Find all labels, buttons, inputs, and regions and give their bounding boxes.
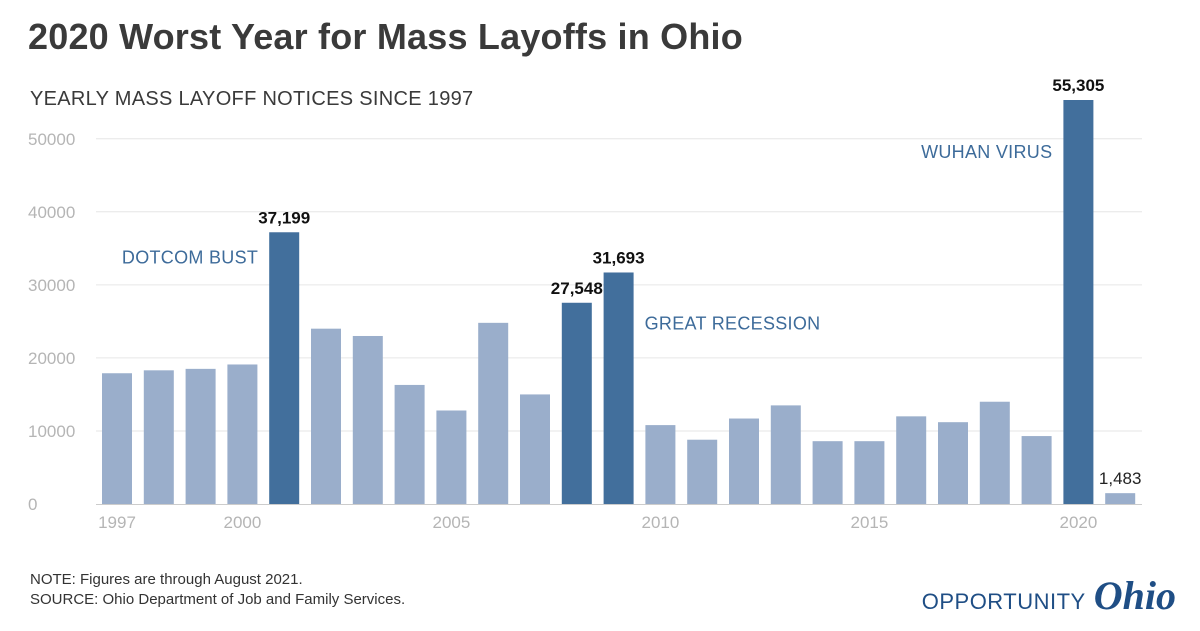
bar-1999 <box>185 368 216 504</box>
bar-2000 <box>227 364 258 504</box>
bar-chart: 0 10000 20000 30000 40000 50000 1997 2000 2005 2… <box>28 76 1142 532</box>
annotation-2001: DOTCOM BUST <box>122 247 258 267</box>
bar-1998 <box>143 370 174 504</box>
bar-2018 <box>979 401 1010 504</box>
chart-subtitle: YEARLY MASS LAYOFF NOTICES SINCE 1997 <box>30 88 474 110</box>
y-tick-label: 50000 <box>28 130 75 149</box>
bar-2004 <box>394 384 425 504</box>
x-tick-label: 1997 <box>98 513 136 532</box>
y-axis-ticks: 0 10000 20000 30000 40000 50000 <box>28 130 75 514</box>
bar-2012 <box>729 418 759 504</box>
opportunity-ohio-logo: OPPORTUNITY Ohio <box>922 572 1176 619</box>
bar-2016 <box>896 416 927 504</box>
source-text: SOURCE: Ohio Department of Job and Famil… <box>30 591 406 608</box>
footnote: NOTE: Figures are through August 2021. S… <box>30 570 405 610</box>
data-label-2020: 55,305 <box>1052 76 1104 95</box>
note-text: NOTE: Figures are through August 2021. <box>30 571 303 588</box>
x-tick-label: 2005 <box>432 513 470 532</box>
data-label-2021: 1,483 <box>1099 469 1142 488</box>
x-tick-label: 2010 <box>641 513 679 532</box>
y-tick-label: 40000 <box>28 203 75 222</box>
y-tick-label: 30000 <box>28 276 75 295</box>
bar-2017 <box>938 422 968 504</box>
bars <box>102 100 1136 504</box>
bar-2010 <box>645 425 676 504</box>
bar-2014 <box>812 441 843 504</box>
bar-2007 <box>520 394 550 504</box>
bar-2015 <box>854 441 885 504</box>
bar-1997 <box>102 373 132 504</box>
bar-2003 <box>352 335 383 504</box>
bar-2006 <box>478 322 509 504</box>
y-tick-label: 0 <box>28 495 37 514</box>
bar-2011 <box>687 439 718 504</box>
data-label-2001: 37,199 <box>258 208 310 227</box>
y-tick-label: 20000 <box>28 349 75 368</box>
bar-2020 <box>1063 100 1094 504</box>
bar-2019 <box>1021 436 1052 504</box>
x-axis-ticks: 1997 2000 2005 2010 2015 2020 <box>98 513 1097 532</box>
bar-2009 <box>603 272 634 504</box>
chart-title: 2020 Worst Year for Mass Layoffs in Ohio <box>28 16 743 57</box>
annotations: DOTCOM BUST GREAT RECESSION WUHAN VIRUS <box>122 142 1052 333</box>
annotation-2009: GREAT RECESSION <box>645 313 821 333</box>
x-tick-label: 2020 <box>1059 513 1097 532</box>
data-labels: 37,199 27,548 31,693 55,305 1,483 <box>258 76 1141 488</box>
x-tick-label: 2015 <box>850 513 888 532</box>
data-label-2009: 31,693 <box>593 248 645 267</box>
bar-2013 <box>770 405 801 504</box>
x-tick-label: 2000 <box>223 513 261 532</box>
annotation-2020: WUHAN VIRUS <box>921 142 1052 162</box>
logo-word: OPPORTUNITY <box>921 589 1086 614</box>
logo-script: Ohio <box>1093 573 1176 618</box>
bar-2001 <box>269 232 300 504</box>
bar-2008 <box>561 302 592 504</box>
data-label-2008: 27,548 <box>551 279 603 298</box>
bar-2005 <box>436 410 467 504</box>
y-tick-label: 10000 <box>28 422 75 441</box>
bar-2002 <box>311 328 341 504</box>
bar-2021 <box>1105 493 1136 504</box>
